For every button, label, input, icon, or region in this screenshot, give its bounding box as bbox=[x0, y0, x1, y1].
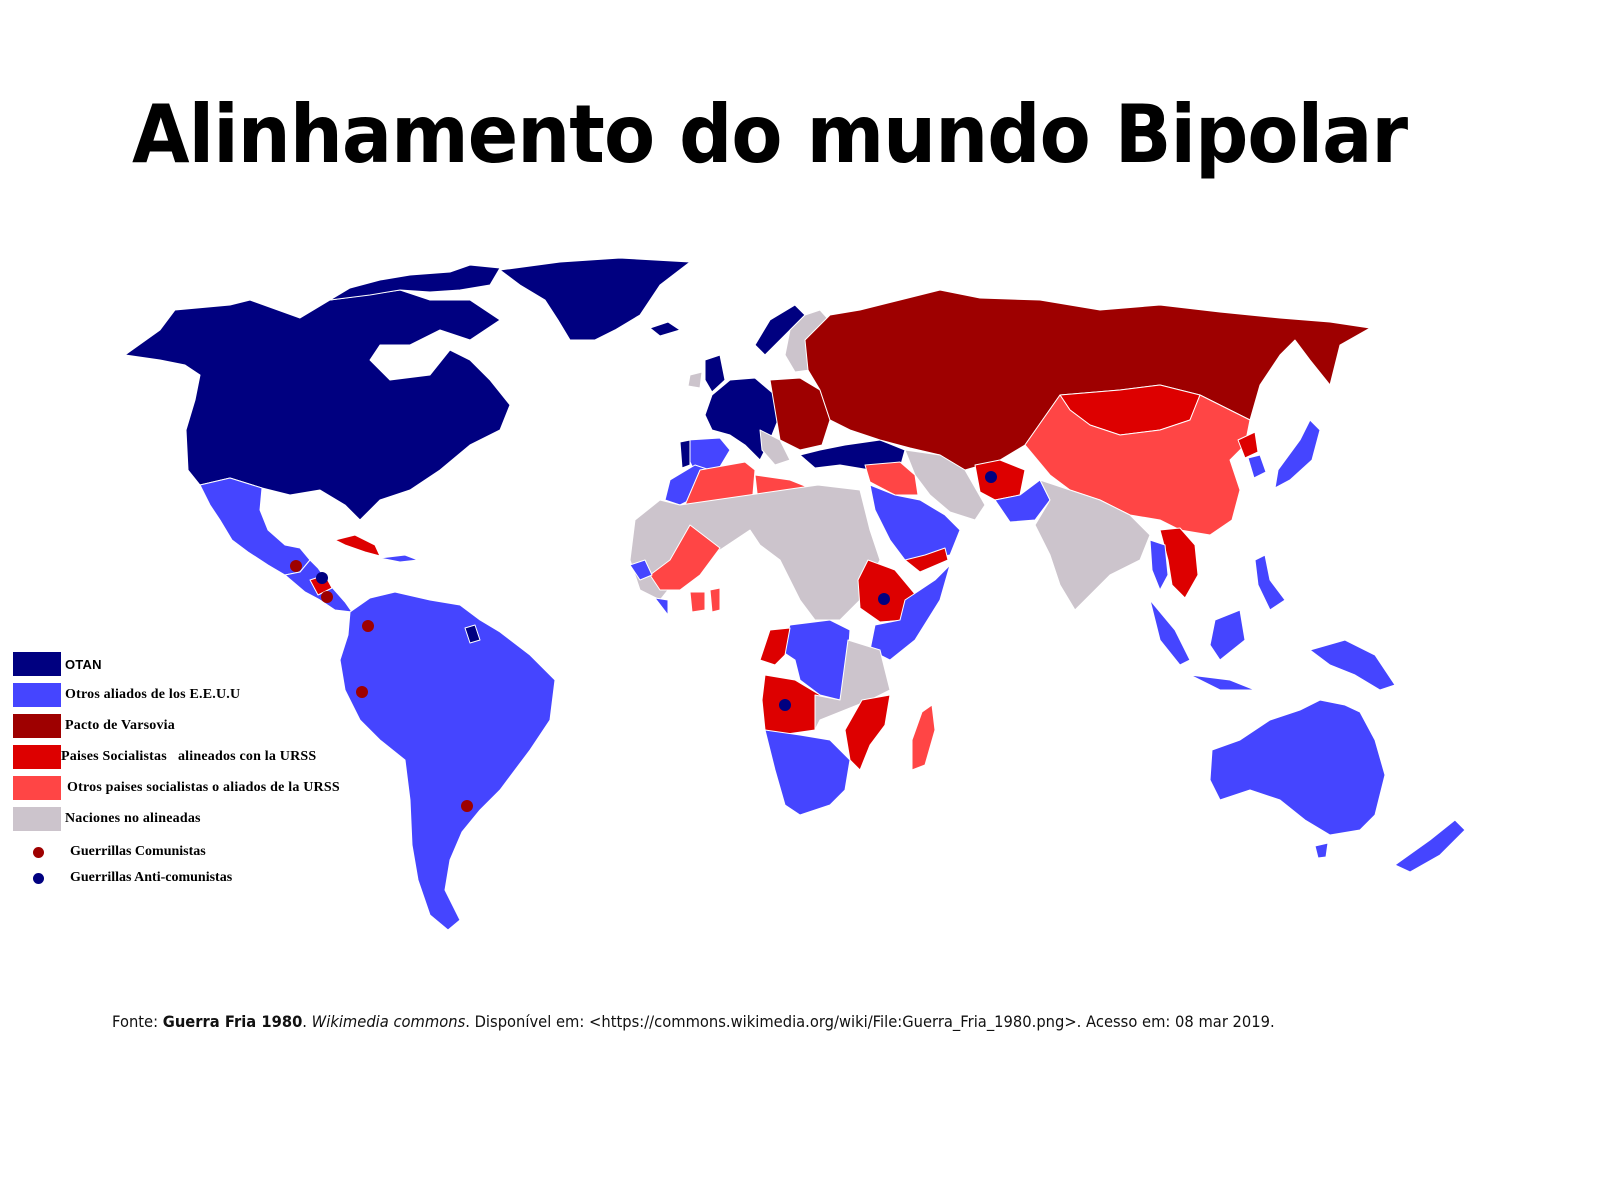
anticommunist-guerrilla-dot bbox=[316, 572, 328, 584]
region-greenland bbox=[499, 257, 691, 341]
legend-swatch bbox=[13, 745, 61, 769]
region-mozambique bbox=[844, 694, 891, 771]
region-southern-africa bbox=[764, 729, 851, 816]
region-yugoslavia-austria bbox=[759, 429, 791, 466]
region-new-zealand bbox=[1394, 819, 1466, 873]
region-syria-iraq bbox=[864, 461, 919, 496]
region-afghanistan bbox=[974, 459, 1026, 501]
legend-item-other-socialist: Otros paises socialistas o aliados de la… bbox=[13, 776, 340, 800]
region-philippines bbox=[1254, 554, 1286, 611]
legend-item-non-aligned: Naciones no alineadas bbox=[13, 807, 201, 831]
region-india-south-asia bbox=[1034, 479, 1151, 611]
region-senegal-coast bbox=[629, 559, 669, 616]
region-papua-new-guinea bbox=[1309, 639, 1396, 691]
region-thailand bbox=[1149, 539, 1169, 591]
legend-item-warsaw-pact: Pacto de Varsovia bbox=[13, 714, 175, 738]
region-somalia-kenya bbox=[869, 564, 951, 661]
anticommunist-guerrilla-dot bbox=[779, 699, 791, 711]
legend-swatch bbox=[13, 683, 61, 707]
anticommunist-guerrilla-dot bbox=[878, 593, 890, 605]
legend-swatch bbox=[13, 776, 61, 800]
source-citation: Fonte: Guerra Fria 1980. Wikimedia commo… bbox=[112, 1012, 1275, 1031]
communist-guerrilla-dot bbox=[321, 591, 333, 603]
region-madagascar bbox=[911, 704, 936, 771]
communist-guerrilla-dot bbox=[461, 800, 473, 812]
region-canada-arctic-islands bbox=[329, 264, 501, 301]
blue-dot-icon bbox=[33, 872, 44, 884]
legend-item-otan: OTAN bbox=[13, 652, 102, 676]
region-north-korea bbox=[1237, 431, 1259, 459]
legend-item-communist-guerrillas: Guerrillas Comunistas bbox=[33, 844, 206, 860]
region-warsaw-pact-eastern-europe bbox=[769, 377, 831, 451]
guerrilla-markers bbox=[290, 471, 997, 812]
legend-label: Otros aliados de los E.E.U.U bbox=[65, 687, 241, 702]
legend-label: Guerrillas Comunistas bbox=[70, 844, 206, 859]
region-turkey-greece bbox=[799, 439, 906, 471]
region-portugal bbox=[679, 439, 691, 469]
source-site: Wikimedia commons bbox=[311, 1012, 466, 1031]
page-title: Alinhamento do mundo Bipolar bbox=[132, 88, 1408, 181]
legend-label: Pacto de Varsovia bbox=[65, 718, 175, 733]
region-iceland bbox=[649, 321, 681, 337]
source-details: . Disponível em: <https://commons.wikime… bbox=[465, 1012, 1275, 1031]
region-indonesia-malaysia bbox=[1149, 599, 1256, 691]
region-cuba bbox=[334, 534, 381, 557]
region-french-guiana bbox=[464, 624, 481, 644]
source-separator: . bbox=[302, 1012, 312, 1031]
communist-guerrilla-dot bbox=[362, 620, 374, 632]
region-australia bbox=[1209, 699, 1386, 836]
legend-swatch bbox=[13, 807, 61, 831]
region-japan bbox=[1274, 419, 1321, 489]
region-south-yemen bbox=[904, 547, 949, 573]
legend-label: Otros paises socialistas o aliados de la… bbox=[67, 780, 340, 795]
red-dot-icon bbox=[33, 846, 44, 858]
legend-swatch bbox=[13, 714, 61, 738]
region-south-korea bbox=[1247, 454, 1267, 479]
communist-guerrilla-dot bbox=[290, 560, 302, 572]
region-uk bbox=[704, 354, 726, 393]
region-mali-guinea bbox=[649, 524, 721, 591]
region-alaska-canada-usa bbox=[124, 289, 511, 521]
legend-label: Naciones no alineadas bbox=[65, 811, 201, 826]
communist-guerrilla-dot bbox=[356, 686, 368, 698]
legend-label: Paises Socialistas alineados con la URSS bbox=[61, 749, 317, 764]
region-ireland bbox=[687, 371, 703, 389]
legend-label: OTAN bbox=[65, 656, 102, 672]
legend-swatch bbox=[13, 652, 61, 676]
region-caribbean bbox=[379, 554, 419, 563]
region-congo bbox=[759, 627, 791, 666]
region-saudi-arabia bbox=[869, 484, 961, 561]
legend-label: Guerrillas Anti-comunistas bbox=[70, 870, 233, 885]
world-map bbox=[124, 257, 1466, 931]
region-south-america bbox=[339, 591, 556, 931]
region-ussr bbox=[804, 289, 1371, 471]
region-iran bbox=[904, 449, 986, 521]
region-ghana bbox=[689, 591, 706, 613]
legend-item-us-allies: Otros aliados de los E.E.U.U bbox=[13, 683, 240, 707]
anticommunist-guerrilla-dot bbox=[985, 471, 997, 483]
source-work-title: Guerra Fria 1980 bbox=[162, 1012, 303, 1031]
legend-item-anticommunist-guerrillas: Guerrillas Anti-comunistas bbox=[33, 870, 232, 886]
region-benin bbox=[709, 587, 721, 613]
region-vietnam-laos-cambodia bbox=[1159, 527, 1199, 599]
legend-item-socialist-urss: Paises Socialistas alineados con la URSS bbox=[13, 745, 316, 769]
source-prefix: Fonte: bbox=[112, 1012, 163, 1031]
region-tasmania bbox=[1314, 842, 1329, 859]
region-tanzania-zambia bbox=[814, 639, 891, 731]
